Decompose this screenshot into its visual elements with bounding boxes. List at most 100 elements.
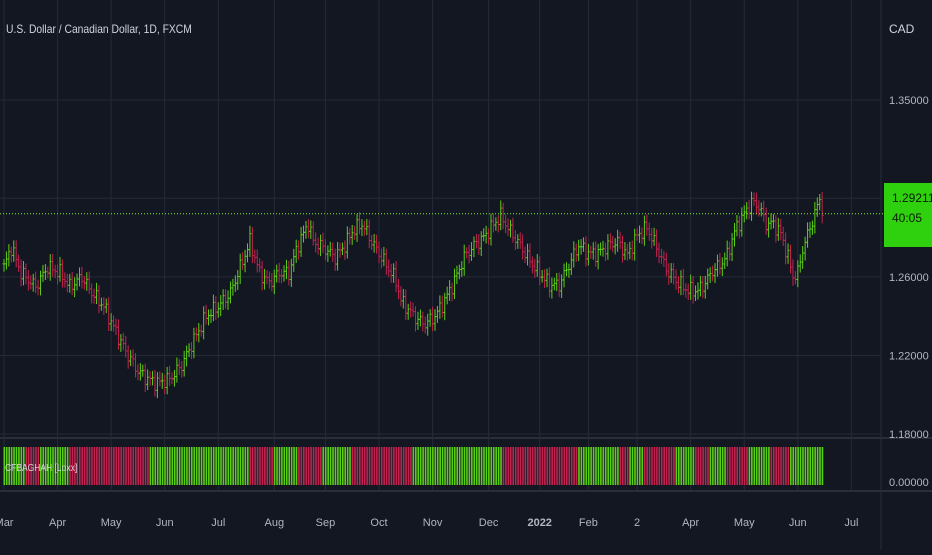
osc-bar-up — [188, 447, 191, 485]
osc-bar-up — [799, 447, 802, 485]
osc-bar-up — [66, 447, 69, 485]
osc-bar-down — [697, 447, 700, 485]
osc-bar-up — [40, 447, 42, 485]
osc-bar-down — [544, 447, 546, 485]
last-price-value: 1.29211 — [892, 191, 932, 205]
osc-bar-up — [159, 447, 161, 485]
osc-bar-up — [602, 447, 605, 485]
osc-bar-up — [329, 447, 332, 485]
osc-bar-down — [74, 447, 76, 485]
osc-bar-up — [721, 447, 724, 485]
osc-bar-up — [439, 447, 441, 485]
osc-bar-down — [388, 447, 390, 485]
osc-bar-down — [266, 447, 269, 485]
osc-bar-up — [712, 447, 714, 485]
osc-bar-down — [147, 447, 149, 485]
osc-bar-down — [548, 447, 551, 485]
osc-bar-up — [604, 447, 607, 485]
osc-bar-down — [519, 447, 522, 485]
osc-bar-up — [811, 447, 814, 485]
osc-bar-up — [595, 447, 597, 485]
osc-bar-down — [699, 447, 702, 485]
osc-bar-down — [780, 447, 782, 485]
osc-bar-down — [108, 447, 110, 485]
osc-bar-up — [10, 447, 13, 485]
osc-bar-up — [173, 447, 176, 485]
osc-bar-up — [349, 447, 351, 485]
osc-bar-down — [249, 447, 252, 485]
osc-bar-up — [237, 447, 239, 485]
osc-bar-down — [565, 447, 568, 485]
osc-bar-down — [502, 447, 505, 485]
osc-bar-up — [597, 447, 600, 485]
x-tick-label: May — [101, 517, 122, 529]
osc-bar-down — [546, 447, 549, 485]
osc-bar-up — [478, 447, 480, 485]
osc-bar-up — [809, 447, 812, 485]
osc-bar-up — [485, 447, 488, 485]
osc-bar-down — [69, 447, 71, 485]
osc-bar-up — [229, 447, 232, 485]
osc-bar-down — [743, 447, 746, 485]
osc-bar-down — [298, 447, 300, 485]
osc-bar-up — [719, 447, 721, 485]
osc-bar-down — [310, 447, 312, 485]
osc-bar-down — [704, 447, 707, 485]
osc-bar-up — [497, 447, 500, 485]
osc-bar-up — [176, 447, 178, 485]
osc-bar-up — [171, 447, 174, 485]
osc-bar-down — [531, 447, 534, 485]
osc-bar-up — [612, 447, 614, 485]
osc-bar-up — [456, 447, 459, 485]
osc-bar-up — [636, 447, 639, 485]
osc-bar-up — [225, 447, 227, 485]
last-price-tag: 1.29211 40:05 — [884, 183, 932, 247]
osc-bar-down — [775, 447, 777, 485]
osc-bar-down — [271, 447, 273, 485]
osc-bar-down — [534, 447, 536, 485]
osc-bar-up — [276, 447, 278, 485]
x-tick-label: Dec — [479, 517, 499, 529]
osc-bar-down — [402, 447, 405, 485]
osc-bar-up — [790, 447, 792, 485]
osc-bar-down — [254, 447, 256, 485]
osc-bar-up — [205, 447, 208, 485]
osc-bar-down — [541, 447, 544, 485]
osc-bar-up — [797, 447, 799, 485]
osc-bar-up — [5, 447, 8, 485]
osc-bar-down — [626, 447, 629, 485]
osc-bar-down — [351, 447, 354, 485]
osc-bar-down — [113, 447, 115, 485]
osc-bar-up — [475, 447, 478, 485]
osc-bar-up — [166, 447, 169, 485]
osc-bar-up — [278, 447, 281, 485]
osc-bar-up — [290, 447, 293, 485]
osc-bar-up — [417, 447, 420, 485]
osc-bar-up — [453, 447, 456, 485]
osc-bar-down — [410, 447, 412, 485]
osc-bar-down — [83, 447, 86, 485]
osc-bar-up — [587, 447, 590, 485]
osc-bar-up — [631, 447, 634, 485]
osc-bar-down — [115, 447, 118, 485]
osc-bar-up — [208, 447, 210, 485]
osc-bar-up — [488, 447, 490, 485]
osc-bar-up — [495, 447, 497, 485]
osc-bar-up — [814, 447, 816, 485]
osc-bar-down — [529, 447, 532, 485]
osc-bar-up — [341, 447, 344, 485]
osc-bar-down — [354, 447, 356, 485]
osc-bar-down — [514, 447, 517, 485]
osc-bar-up — [768, 447, 770, 485]
osc-bar-down — [86, 447, 88, 485]
osc-bar-down — [130, 447, 132, 485]
osc-bar-down — [91, 447, 93, 485]
osc-bar-up — [200, 447, 203, 485]
osc-bar-up — [804, 447, 807, 485]
osc-bar-up — [293, 447, 295, 485]
osc-bar-up — [215, 447, 217, 485]
osc-bar-up — [592, 447, 595, 485]
osc-bar-down — [142, 447, 144, 485]
x-tick-label: Mar — [0, 517, 14, 529]
